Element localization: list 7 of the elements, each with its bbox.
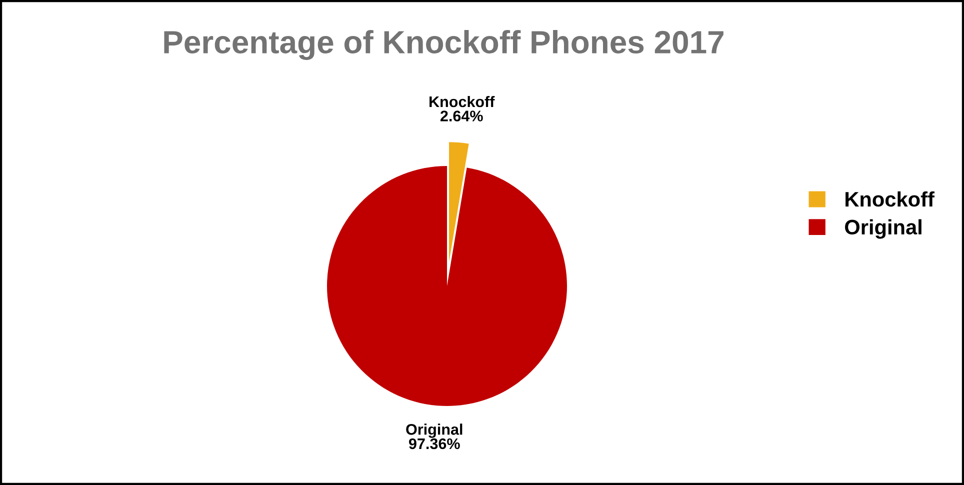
legend-label: Knockoff bbox=[846, 191, 934, 207]
slice-label: Original bbox=[406, 424, 462, 438]
slice-label: Knockoff bbox=[430, 96, 495, 108]
data-label: 97.36% bbox=[409, 438, 460, 450]
chart-title: Percentage of Knockoff Phones 2017 bbox=[164, 30, 724, 60]
data-label: 2.64% bbox=[440, 110, 483, 122]
legend-label: Original bbox=[845, 219, 922, 239]
